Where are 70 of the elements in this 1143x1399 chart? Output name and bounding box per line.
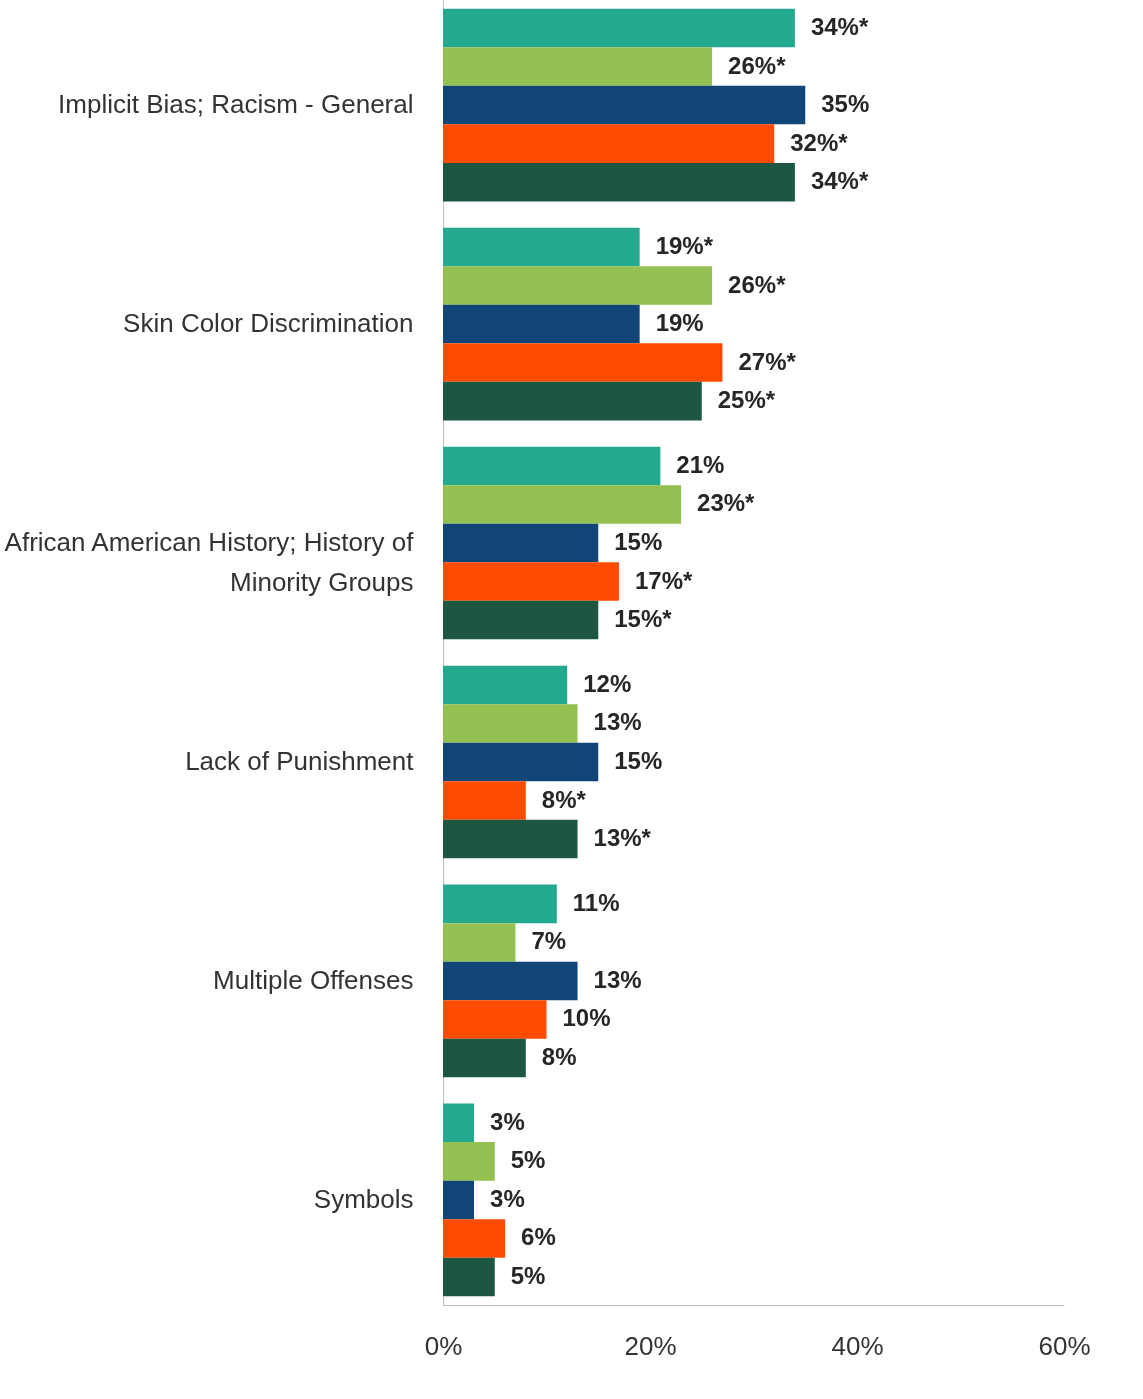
bar [443,1180,475,1220]
bar [443,8,795,48]
x-tick-label: 40% [831,1330,884,1361]
data-label: 21% [676,450,725,478]
data-label: 8%* [541,785,587,813]
bar [443,819,578,859]
y-tick-label: Skin Color Discrimination [123,308,414,339]
bar [443,1219,506,1258]
data-label: 35% [821,90,870,118]
bar [443,1142,495,1181]
data-label: 5% [510,1261,546,1289]
data-label: 32%* [790,128,849,156]
bar [443,1000,547,1039]
data-label: 13%* [593,824,652,852]
data-label: 6% [521,1223,556,1251]
bar [443,343,723,382]
bar [443,266,713,305]
bar [443,1257,495,1297]
bar [443,227,640,267]
data-label: 3% [490,1107,525,1135]
x-tick-label: 60% [1038,1330,1091,1361]
data-label: 11% [572,888,620,916]
data-label: 10% [562,1004,611,1032]
bar [443,961,578,1001]
data-label: 23%* [697,489,756,517]
bar [443,884,557,924]
y-tick-label: Multiple Offenses [213,964,414,995]
bar [443,85,806,125]
data-label: 8% [541,1043,577,1071]
bar [443,523,599,563]
x-tick-label: 0% [424,1330,463,1361]
data-label: 25%* [717,386,776,414]
bar [443,485,682,524]
x-tick-label: 20% [624,1330,677,1361]
data-label: 19%* [655,231,714,259]
data-label: 34%* [810,13,869,41]
data-label: 15%* [614,605,673,633]
bar [443,600,599,640]
data-label: 27%* [738,347,797,375]
y-tick-label: African American History; History of Minority Groups [4,527,415,598]
bar [443,381,702,421]
data-label: 15% [614,528,663,556]
data-label: 26%* [728,51,787,79]
y-tick-label: Implicit Bias; Racism - General [58,89,414,120]
bar [443,704,578,743]
bar [443,47,713,86]
data-label: 26%* [728,270,787,298]
y-tick-label: Symbols [313,1183,414,1214]
data-label: 17%* [634,566,693,594]
bar [443,781,526,820]
data-label: 19% [655,309,704,337]
data-label: 12% [583,669,632,697]
data-label: 34%* [810,167,869,195]
bar [443,162,795,202]
bar [443,562,619,601]
bar [443,665,568,705]
bar [443,742,599,782]
bar [443,923,516,962]
y-tick-label: Lack of Punishment [185,745,415,776]
bar [443,304,640,344]
bar [443,446,661,486]
data-label: 13% [593,708,642,736]
bar [443,1038,526,1078]
data-label: 3% [490,1184,525,1212]
bar [443,1103,475,1143]
bar [443,124,775,163]
data-label: 5% [510,1146,546,1174]
data-label: 13% [593,965,642,993]
data-label: 15% [614,746,663,774]
data-label: 7% [531,927,567,955]
